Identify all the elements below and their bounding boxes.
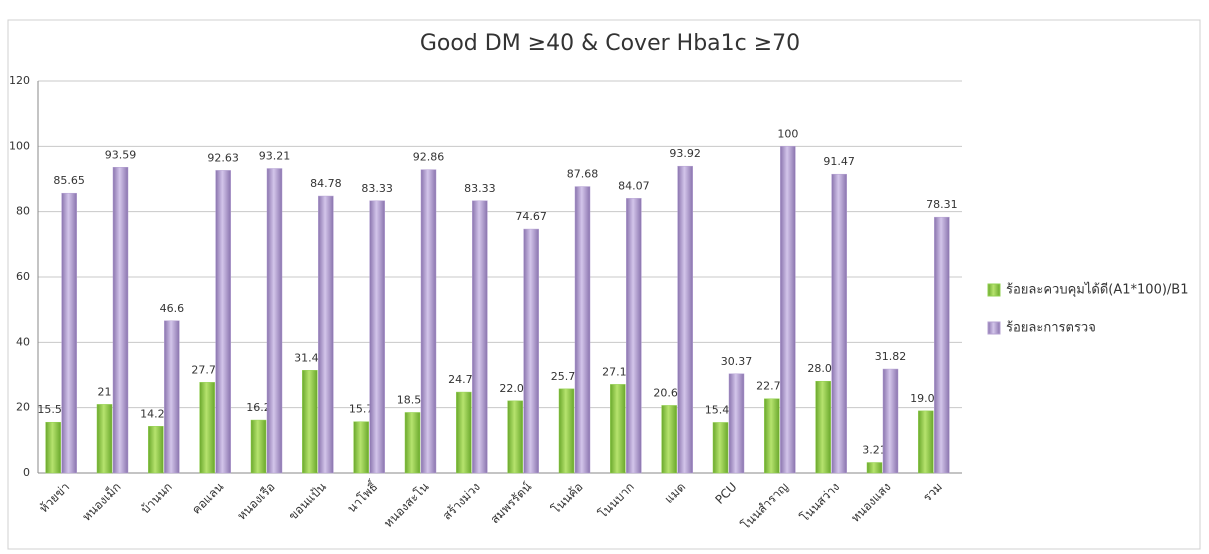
value-label: 46.6: [160, 302, 185, 315]
value-label: 22.09: [499, 382, 531, 395]
bar: [626, 198, 642, 474]
chart-title: Good DM ≥40 & Cover Hba1c ≥70: [420, 31, 800, 56]
value-label: 24.77: [448, 373, 480, 386]
bar: [918, 410, 934, 474]
bar: [456, 391, 472, 474]
value-label: 31.43: [294, 351, 326, 364]
legend-label: ร้อยละควบคุมได้ดี(A1*100)/B1: [1006, 282, 1188, 298]
legend-label: ร้อยละการตรวจ: [1006, 321, 1096, 336]
value-label: 87.68: [567, 168, 599, 181]
value-label: 25.76: [551, 370, 583, 383]
value-label: 92.63: [207, 151, 239, 164]
value-label: 83.33: [464, 182, 496, 195]
value-label: 21: [98, 385, 112, 398]
value-label: 20.68: [653, 386, 685, 399]
bar: [112, 167, 129, 474]
value-label: 93.21: [259, 150, 291, 163]
value-label: 92.86: [413, 151, 445, 164]
bar: [302, 370, 318, 474]
value-label: 15.47: [705, 403, 737, 416]
bar: [523, 228, 539, 474]
bar: [96, 404, 113, 474]
bar: [148, 426, 164, 474]
bar: [574, 186, 591, 474]
bar: [215, 170, 231, 474]
value-label: 100: [777, 127, 798, 140]
bar: [318, 195, 334, 474]
bar: [661, 405, 677, 474]
value-label: 74.67: [515, 210, 547, 223]
y-tick-label: 100: [9, 139, 30, 152]
bar: [45, 421, 61, 474]
value-label: 31.82: [875, 350, 907, 363]
value-label: 91.47: [823, 155, 855, 168]
value-label: 22.73: [756, 380, 788, 393]
value-label: 93.59: [105, 148, 137, 161]
y-tick-label: 0: [23, 466, 30, 479]
bar: [712, 422, 729, 474]
bar: [164, 320, 180, 474]
value-label: 85.65: [53, 174, 85, 187]
value-label: 18.53: [397, 393, 429, 406]
value-label: 83.33: [361, 182, 393, 195]
value-label: 15.54: [37, 403, 69, 416]
y-tick-label: 60: [16, 270, 30, 283]
y-tick-label: 20: [16, 401, 30, 414]
bar: [353, 421, 369, 474]
bar: [250, 419, 267, 474]
value-label: 93.92: [669, 147, 701, 160]
bar: [610, 384, 626, 474]
bar: [780, 146, 796, 474]
value-label: 27.12: [602, 365, 634, 378]
value-label: 84.78: [310, 177, 342, 190]
y-tick-label: 120: [9, 74, 30, 87]
value-label: 84.07: [618, 179, 650, 192]
legend-swatch: [987, 283, 1001, 297]
value-label: 28.09: [807, 362, 839, 375]
bar: [507, 400, 523, 474]
bar: [199, 382, 215, 474]
bar: [677, 165, 693, 474]
bar: [728, 373, 745, 474]
legend-swatch: [987, 321, 1001, 335]
bar: [369, 200, 385, 474]
value-label: 15.7: [349, 403, 374, 416]
bar: [866, 462, 883, 474]
value-label: 27.75: [191, 363, 223, 376]
bar: [934, 216, 950, 474]
bar: [61, 192, 77, 474]
y-tick-label: 80: [16, 205, 30, 218]
bar: [558, 388, 575, 474]
bar: [815, 380, 831, 474]
bar: [472, 200, 488, 474]
bar: [831, 173, 847, 474]
value-label: 30.37: [721, 355, 753, 368]
value-label: 78.31: [926, 198, 958, 211]
value-label: 16.2: [246, 401, 271, 414]
bar: [404, 412, 421, 474]
value-label: 14.29: [140, 407, 172, 420]
y-tick-label: 40: [16, 335, 30, 348]
value-label: 19.02: [910, 392, 942, 405]
bar: [420, 169, 437, 474]
bar: [764, 398, 780, 474]
bar: [266, 168, 283, 474]
bar: [882, 368, 899, 474]
value-label: 3.21: [862, 444, 887, 457]
